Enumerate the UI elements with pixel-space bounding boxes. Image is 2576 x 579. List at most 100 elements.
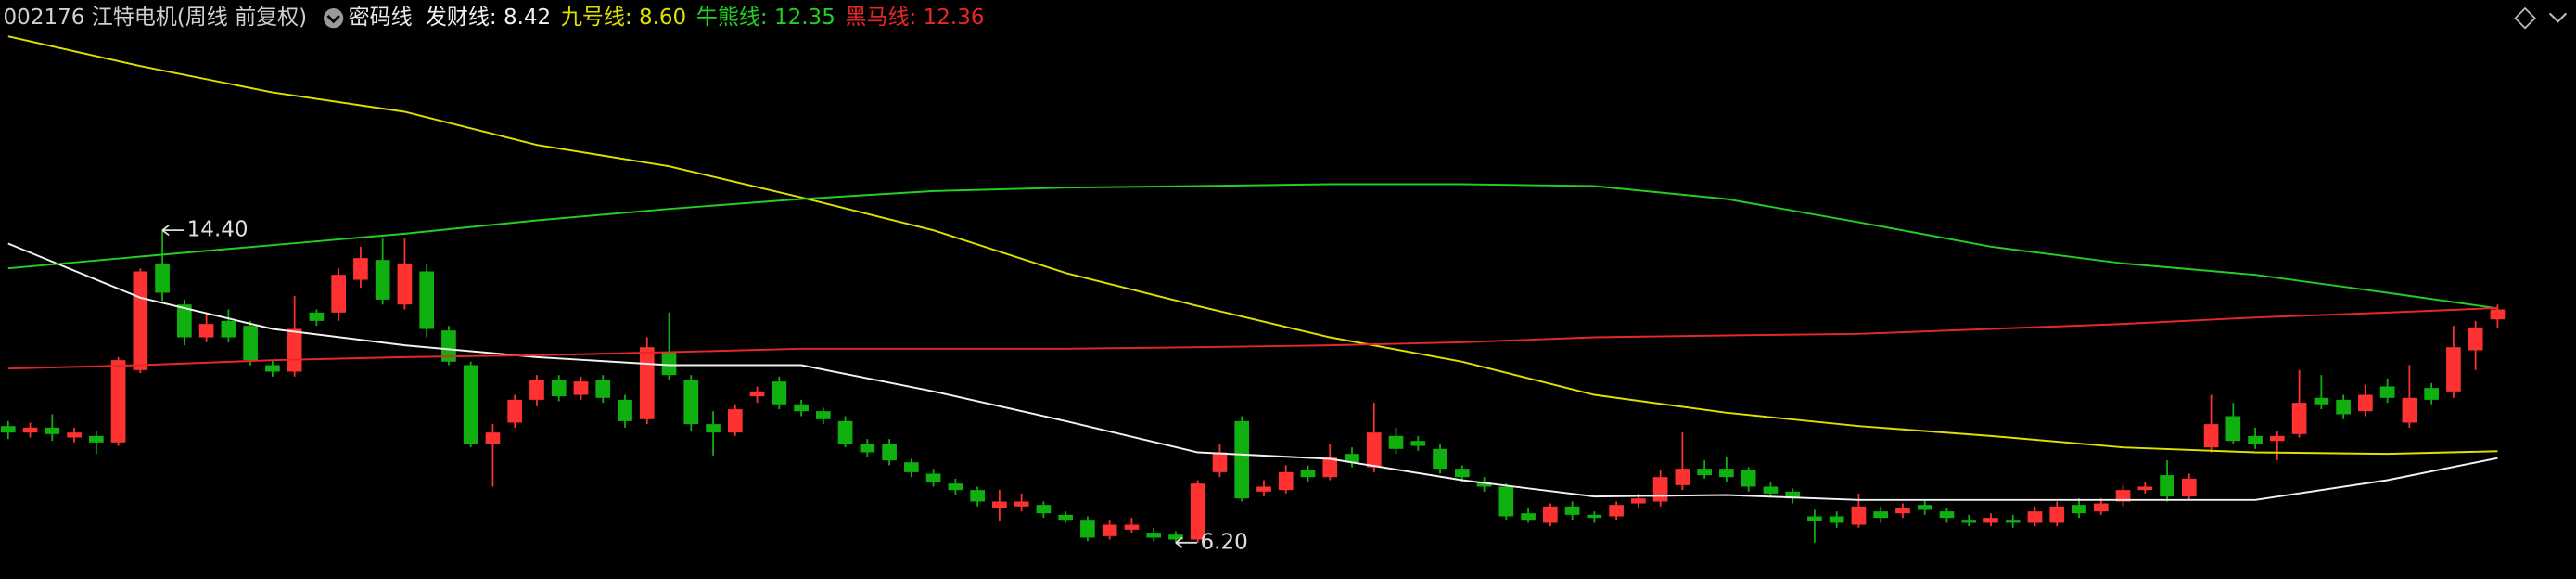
candle-body [1102,524,1117,536]
candle-body [2160,475,2174,497]
candle-body [2005,520,2021,523]
legend-entry: 发财线: 8.42 [426,6,551,30]
candle-body [1652,477,1668,502]
candle-body [683,380,699,425]
candle-body [2181,478,2197,497]
candle-body [2402,397,2417,423]
candle-body [45,427,60,434]
candle-body [2115,490,2131,502]
candle-body [1476,482,1492,487]
candle-body [992,501,1007,508]
candle-body [2336,399,2351,415]
indicator-line [7,242,2498,501]
candle-body [133,271,148,370]
icon-chevron [326,15,340,24]
candle-body [706,424,721,433]
candle-body [1433,448,1447,470]
candle-body [2291,403,2307,434]
candle-body [1631,498,1646,504]
candle-body [0,426,16,433]
candle-body [1300,470,1316,478]
candle-body [1939,511,1955,519]
candle-body [265,365,280,372]
candle-body [1410,441,1426,446]
candle-body [2072,505,2086,514]
candle-body [1521,513,1536,521]
candle-body [397,263,413,305]
candle-body [1542,506,1558,523]
candle-body [2093,503,2109,512]
candle-body [1851,506,1867,525]
indicator-line [7,306,2498,370]
candle-body [1366,432,1382,468]
candle-body [243,326,258,361]
candle-body [1587,514,1602,519]
candle-body [529,380,544,400]
candle-body [1741,470,1756,487]
candle-body [860,444,875,453]
candle-body [485,432,501,444]
legend-entry: 黑马线: 12.36 [845,6,984,30]
candle-body [1675,469,1690,485]
indicator-line [7,35,2498,456]
candle-body [309,312,325,321]
candle-body [1609,505,1624,517]
candle-body [1454,469,1470,478]
indicator-line [7,183,2498,310]
candle-body [2049,506,2065,523]
diamond-button[interactable] [2514,6,2536,30]
candle-body [2424,388,2439,400]
indicator-icon[interactable] [324,8,344,29]
collapse-button[interactable] [2548,12,2568,23]
candle-body [1961,520,1977,523]
candle-body [198,324,214,338]
candle-body [948,483,963,491]
annotation-arrow [161,225,185,237]
candle-body [463,365,478,444]
candle-body [1807,516,1822,521]
candle-body [970,490,985,502]
candle-body [507,399,523,423]
annotation-arrow [1175,536,1197,548]
candle-body [1983,518,1998,523]
candle-body [1697,469,1712,476]
candle-body [573,381,589,395]
candle-body [639,347,655,419]
candle-body [331,275,346,313]
candle-body [1168,534,1183,540]
candle-body [1322,457,1338,478]
candle-body [1036,505,1052,514]
candle-body [904,462,919,472]
candle-body [661,352,677,376]
candle-body [1190,483,1205,540]
candle-body [837,420,853,444]
legend-entry: 九号线: 8.60 [561,6,686,30]
candle-body [221,320,236,338]
candle-body [88,435,104,443]
candle-body [1212,452,1228,472]
candle-body [177,304,192,338]
candle-body [727,409,743,433]
candle-body [1564,506,1580,515]
candle-body [1256,486,1271,492]
candle-body [551,380,567,397]
indicator-name[interactable]: 密码线 [349,6,413,30]
candle-body [22,427,38,433]
candle-body [772,381,787,405]
candle-body [353,258,368,280]
candle-body [2468,327,2483,351]
candle-body [375,260,390,300]
candle-body [815,411,831,419]
candle-body [1345,454,1359,463]
candle-body [1146,533,1162,538]
candle-body [441,330,456,362]
candle-body [2027,511,2043,523]
candle-body [882,444,897,461]
candle-body [2379,386,2395,398]
candle-body [925,473,941,482]
candle-body [1895,508,1910,514]
candle-body [1278,471,1294,491]
candle-body [1080,520,1095,538]
